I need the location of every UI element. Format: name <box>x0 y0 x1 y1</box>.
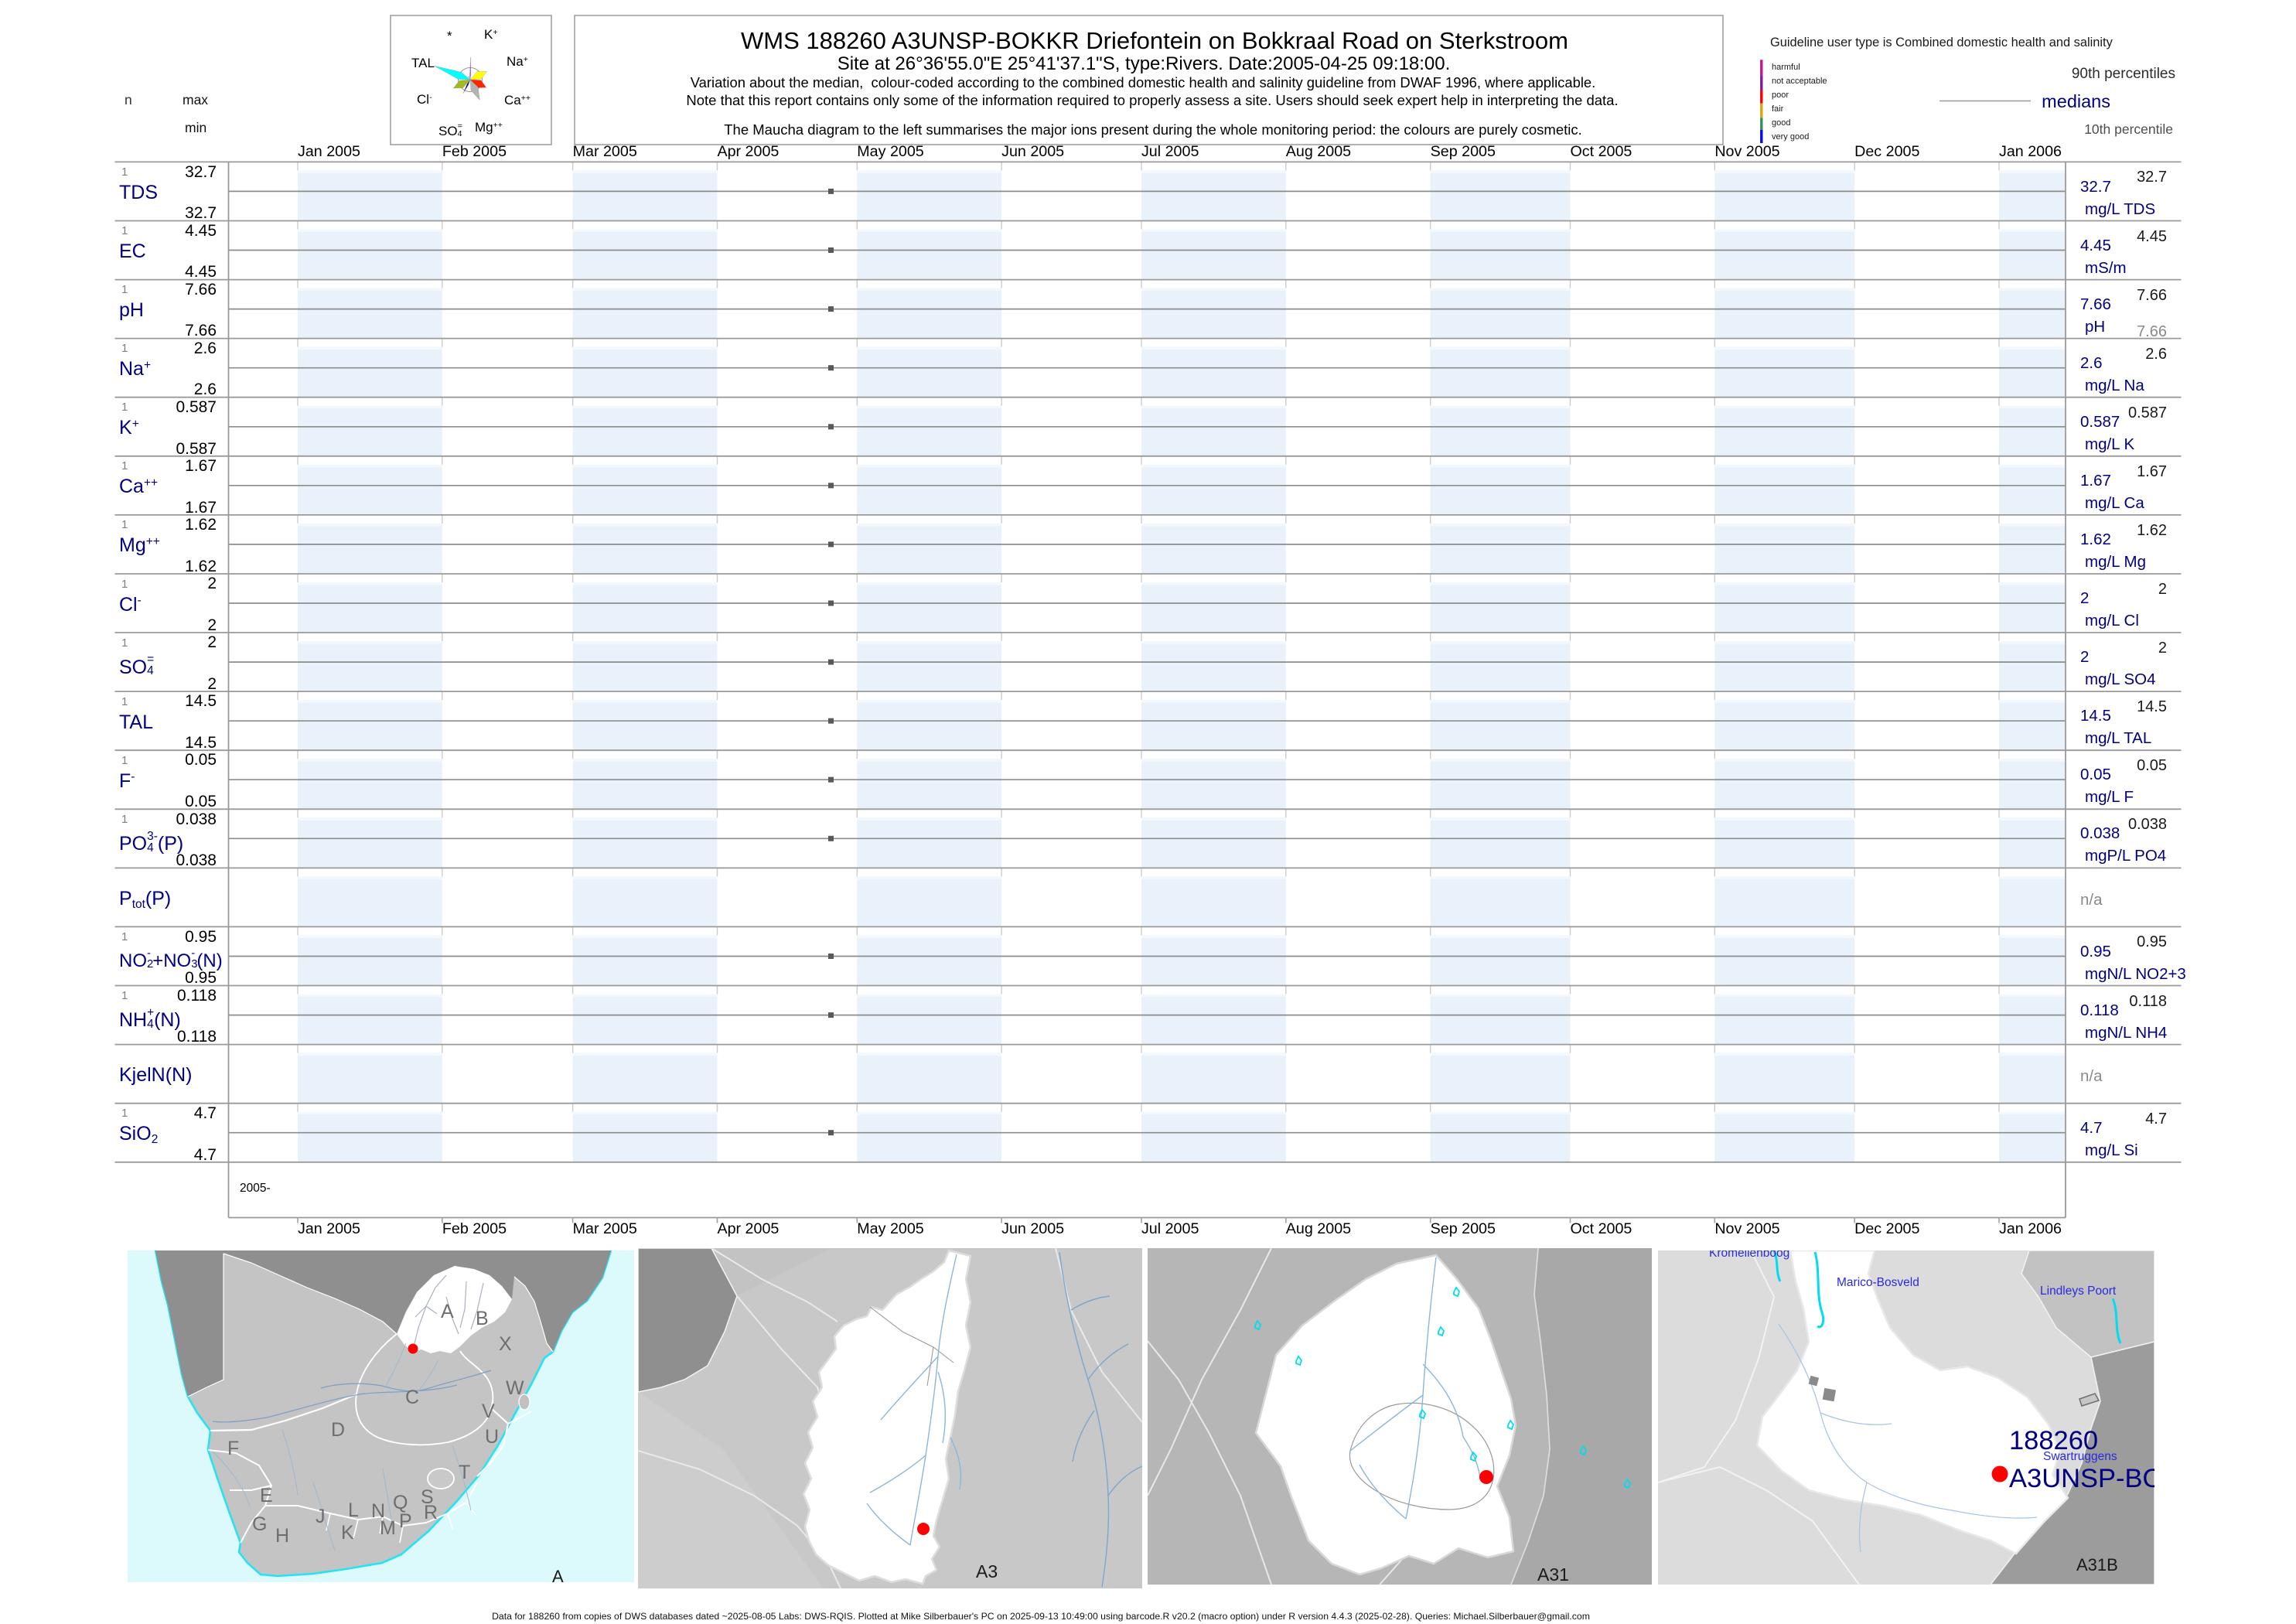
svg-text:W: W <box>506 1377 524 1399</box>
svg-text:H: H <box>275 1525 289 1547</box>
svg-text:S: S <box>421 1486 434 1508</box>
svg-text:A31: A31 <box>1537 1564 1569 1585</box>
svg-text:N: N <box>371 1500 385 1522</box>
svg-text:Marico-Bosveld: Marico-Bosveld <box>1837 1276 1919 1289</box>
svg-text:D: D <box>331 1419 345 1441</box>
svg-text:B: B <box>476 1308 489 1329</box>
svg-text:Swartruggens: Swartruggens <box>2043 1450 2117 1463</box>
svg-text:Q: Q <box>393 1492 408 1513</box>
svg-text:R: R <box>424 1502 438 1523</box>
svg-text:P: P <box>399 1510 412 1532</box>
svg-text:X: X <box>499 1333 512 1355</box>
svg-text:K: K <box>341 1522 354 1544</box>
svg-text:A3: A3 <box>976 1561 998 1581</box>
svg-text:C: C <box>405 1387 419 1408</box>
svg-text:Kromellenboog: Kromellenboog <box>1709 1250 1789 1260</box>
svg-text:F: F <box>227 1438 239 1459</box>
svg-text:A: A <box>552 1567 564 1582</box>
svg-text:T: T <box>459 1462 470 1483</box>
svg-text:188260: 188260 <box>2009 1426 2098 1455</box>
svg-text:G: G <box>252 1513 267 1535</box>
svg-text:Lindleys Poort: Lindleys Poort <box>2040 1285 2117 1298</box>
svg-text:A: A <box>441 1301 454 1322</box>
svg-text:A3UNSP-BO: A3UNSP-BO <box>2009 1464 2154 1493</box>
svg-text:L: L <box>348 1499 359 1521</box>
svg-text:E: E <box>260 1485 273 1506</box>
svg-text:U: U <box>485 1426 499 1448</box>
svg-text:J: J <box>316 1506 326 1527</box>
svg-text:V: V <box>482 1401 495 1422</box>
svg-text:A31B: A31B <box>2076 1555 2118 1575</box>
svg-text:M: M <box>380 1517 396 1539</box>
